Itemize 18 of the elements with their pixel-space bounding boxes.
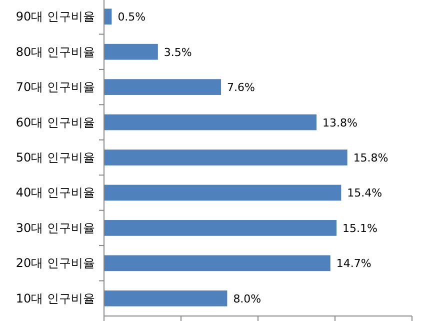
data-label: 15.8% (353, 152, 388, 164)
y-tick-label: 60대 인구비율 (16, 115, 95, 130)
data-label: 7.6% (227, 81, 255, 94)
y-tick-label: 50대 인구비율 (16, 150, 95, 164)
y-tick-label: 80대 인구비율 (16, 44, 95, 59)
data-label: 15.1% (342, 222, 378, 235)
y-tick-label: 10대 인구비율 (16, 291, 95, 306)
data-label: 3.5% (164, 46, 192, 59)
data-label: 0.5% (118, 10, 146, 24)
y-tick-label: 70대 인구비율 (16, 80, 95, 94)
data-label: 13.8% (322, 116, 358, 130)
data-label: 8.0% (233, 292, 262, 306)
y-tick-label: 20대 인구비율 (16, 256, 95, 270)
y-tick-label: 90대 인구비율 (16, 10, 95, 24)
y-tick-label: 40대 인구비율 (16, 186, 95, 200)
data-label: 15.4% (347, 186, 382, 200)
y-tick-label: 30대 인구비율 (16, 220, 95, 235)
data-label: 14.7% (336, 257, 372, 270)
